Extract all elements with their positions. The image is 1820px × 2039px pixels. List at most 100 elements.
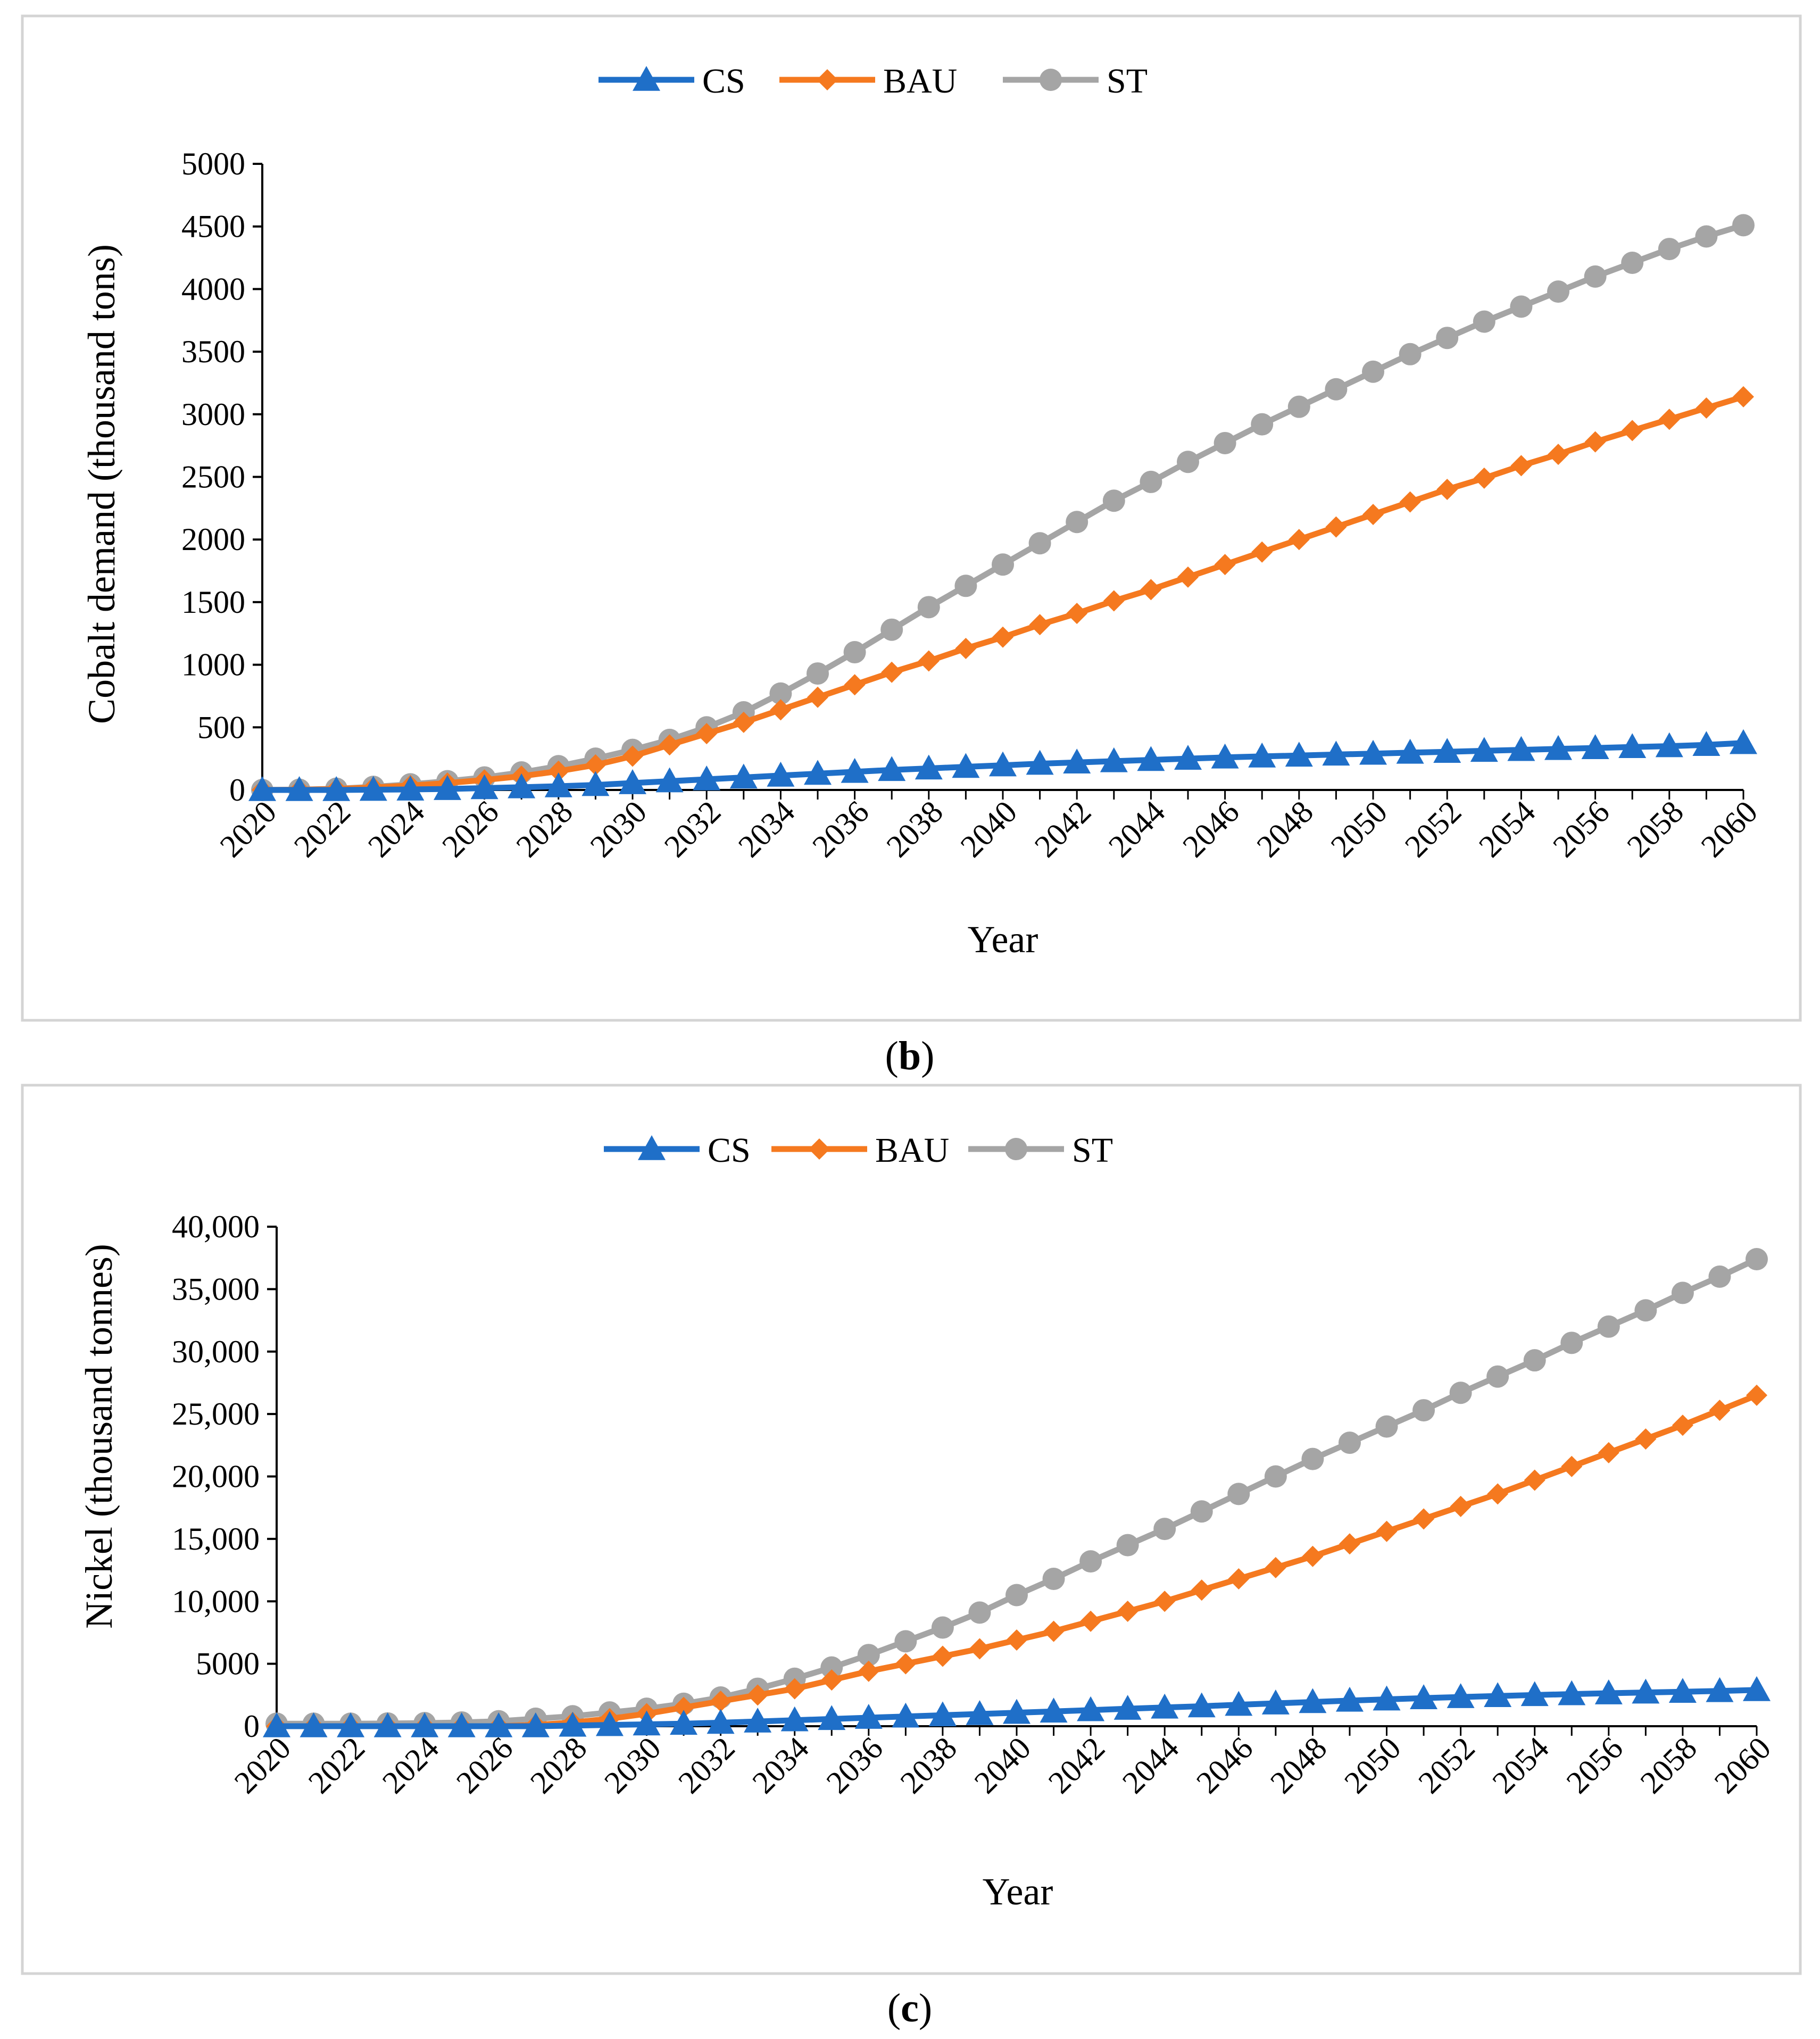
panel-b-point-st: [1177, 451, 1199, 473]
panel-b-point-st: [1732, 214, 1755, 237]
panel-b-point-bau: [696, 723, 718, 745]
panel-b-series-cs: [248, 729, 1757, 801]
panel-c-point-cs: [1299, 1688, 1327, 1713]
panel-c-y-tick-label: 40,000: [172, 1209, 260, 1244]
panel-b-point-cs: [989, 751, 1017, 777]
panel-b-point-bau: [1622, 420, 1643, 442]
panel-c-point-cs: [1335, 1686, 1364, 1712]
panel-c-point-cs: [707, 1709, 735, 1734]
panel-c-point-cs: [1261, 1690, 1290, 1715]
panel-b-legend-marker-st: [1040, 69, 1062, 91]
panel-c-point-cs: [1447, 1683, 1475, 1708]
panel-c-point-cs: [411, 1712, 439, 1737]
panel-c-x-axis-label: Year: [983, 1870, 1053, 1913]
panel-b-legend-label-st: ST: [1107, 62, 1148, 101]
panel-b-point-cs: [878, 756, 906, 781]
panel-c-legend-marker-bau: [809, 1138, 830, 1160]
panel-b-y-tick-label: 2500: [181, 460, 245, 495]
panel-b-legend-marker-cs: [633, 66, 660, 91]
panel-b-point-bau: [1362, 504, 1384, 526]
panel-b-point-bau: [1658, 409, 1680, 430]
panel-b-point-bau: [1399, 491, 1421, 513]
panel-b-caption-letter: b: [899, 1034, 921, 1078]
panel-c-y-tick-label: 5000: [196, 1646, 260, 1682]
panel-b-point-cs: [619, 769, 646, 794]
panel-c-point-st: [931, 1616, 954, 1639]
panel-c-point-bau: [1524, 1469, 1545, 1491]
panel-c-point-bau: [710, 1691, 732, 1712]
panel-b-point-bau: [807, 686, 828, 708]
panel-c-point-bau: [1117, 1601, 1138, 1622]
panel-c-point-st: [1042, 1567, 1065, 1590]
panel-c-point-cs: [373, 1712, 402, 1737]
panel-c-point-cs: [1632, 1678, 1660, 1704]
panel-b-point-bau: [659, 734, 680, 756]
panel-b-point-st: [1102, 489, 1125, 512]
panel-b-point-bau: [585, 754, 606, 776]
panel-c-y-tick-label: 35,000: [172, 1271, 260, 1306]
panel-b-point-bau: [1548, 444, 1569, 465]
panel-b-point-cs: [1655, 732, 1683, 758]
panel-c-point-bau: [1006, 1629, 1027, 1651]
panel-b-point-bau: [1733, 386, 1754, 407]
panel-c-y-axis-label: Nickel (thousand tonnes): [78, 1244, 120, 1629]
panel-b-y-axis-label: Cobalt demand (thousand tons): [80, 244, 123, 724]
panel-b-point-bau: [918, 650, 940, 672]
panel-b-point-st: [769, 682, 792, 705]
panel-c-point-st: [857, 1644, 880, 1667]
chart-panel-c: 0 5000 10,000 15,000 20,000 25,000 30,000 35,00…: [21, 1084, 1802, 1975]
panel-c-point-cs: [780, 1706, 809, 1732]
panel-c-point-cs: [928, 1701, 957, 1727]
panel-c-point-st: [1264, 1465, 1287, 1488]
panel-b-point-st: [1251, 413, 1274, 436]
panel-c-point-cs: [1520, 1681, 1549, 1707]
panel-b-point-bau: [770, 699, 792, 721]
panel-c-caption-letter: c: [901, 1986, 919, 2030]
panel-c-point-st: [1153, 1518, 1176, 1541]
panel-c-point-st: [1301, 1447, 1324, 1470]
panel-c-point-bau: [1598, 1442, 1619, 1463]
panel-c-legend: CS BAU ST: [604, 1131, 1113, 1170]
panel-b-point-bau: [1473, 467, 1495, 489]
panel-b-point-cs: [508, 773, 536, 798]
panel-c-point-bau: [1746, 1384, 1767, 1406]
panel-b-point-st: [1436, 327, 1459, 349]
panel-c-series: [263, 1248, 1771, 1737]
panel-c-point-bau: [858, 1660, 879, 1682]
panel-c-point-st: [1375, 1415, 1398, 1438]
panel-c-point-bau: [1228, 1568, 1250, 1589]
panel-b-y-tick-label: 500: [197, 710, 245, 745]
panel-c-point-cs: [595, 1711, 624, 1736]
panel-c-point-st: [820, 1656, 843, 1679]
panel-b-point-bau: [1510, 455, 1532, 477]
panel-b-point-st: [1621, 251, 1644, 274]
panel-b-y-tick-label: 1000: [181, 647, 245, 683]
panel-b-point-bau: [881, 661, 903, 683]
panel-c-point-bau: [784, 1678, 805, 1700]
panel-b-point-cs: [1248, 742, 1276, 768]
panel-b-point-cs: [1470, 737, 1498, 762]
panel-c-point-bau: [747, 1684, 769, 1706]
panel-b-legend: CS BAU ST: [599, 62, 1148, 101]
panel-b-point-st: [1287, 395, 1310, 418]
panel-b-point-bau: [1066, 603, 1088, 625]
panel-b-point-bau: [1696, 397, 1717, 419]
panel-b-point-cs: [655, 767, 684, 793]
panel-c-point-bau: [1191, 1579, 1212, 1601]
panel-b-point-cs: [1359, 739, 1387, 765]
panel-c-point-bau: [895, 1653, 917, 1675]
panel-b-point-bau: [1140, 579, 1162, 601]
panel-b-point-cs: [1544, 735, 1572, 760]
panel-b-point-bau: [992, 626, 1013, 648]
panel-b-point-bau: [622, 745, 643, 767]
panel-b-point-bau: [955, 637, 977, 659]
panel-b-point-bau: [1325, 516, 1347, 538]
panel-c-point-bau: [821, 1669, 843, 1691]
panel-c-point-bau: [1709, 1400, 1731, 1421]
panel-b-point-bau: [844, 674, 866, 696]
panel-b-point-cs: [1285, 742, 1313, 767]
panel-c-point-cs: [854, 1704, 883, 1729]
panel-c-point-st: [1708, 1265, 1731, 1288]
panel-c-point-bau: [1265, 1557, 1286, 1578]
panel-b-point-cs: [767, 761, 795, 787]
